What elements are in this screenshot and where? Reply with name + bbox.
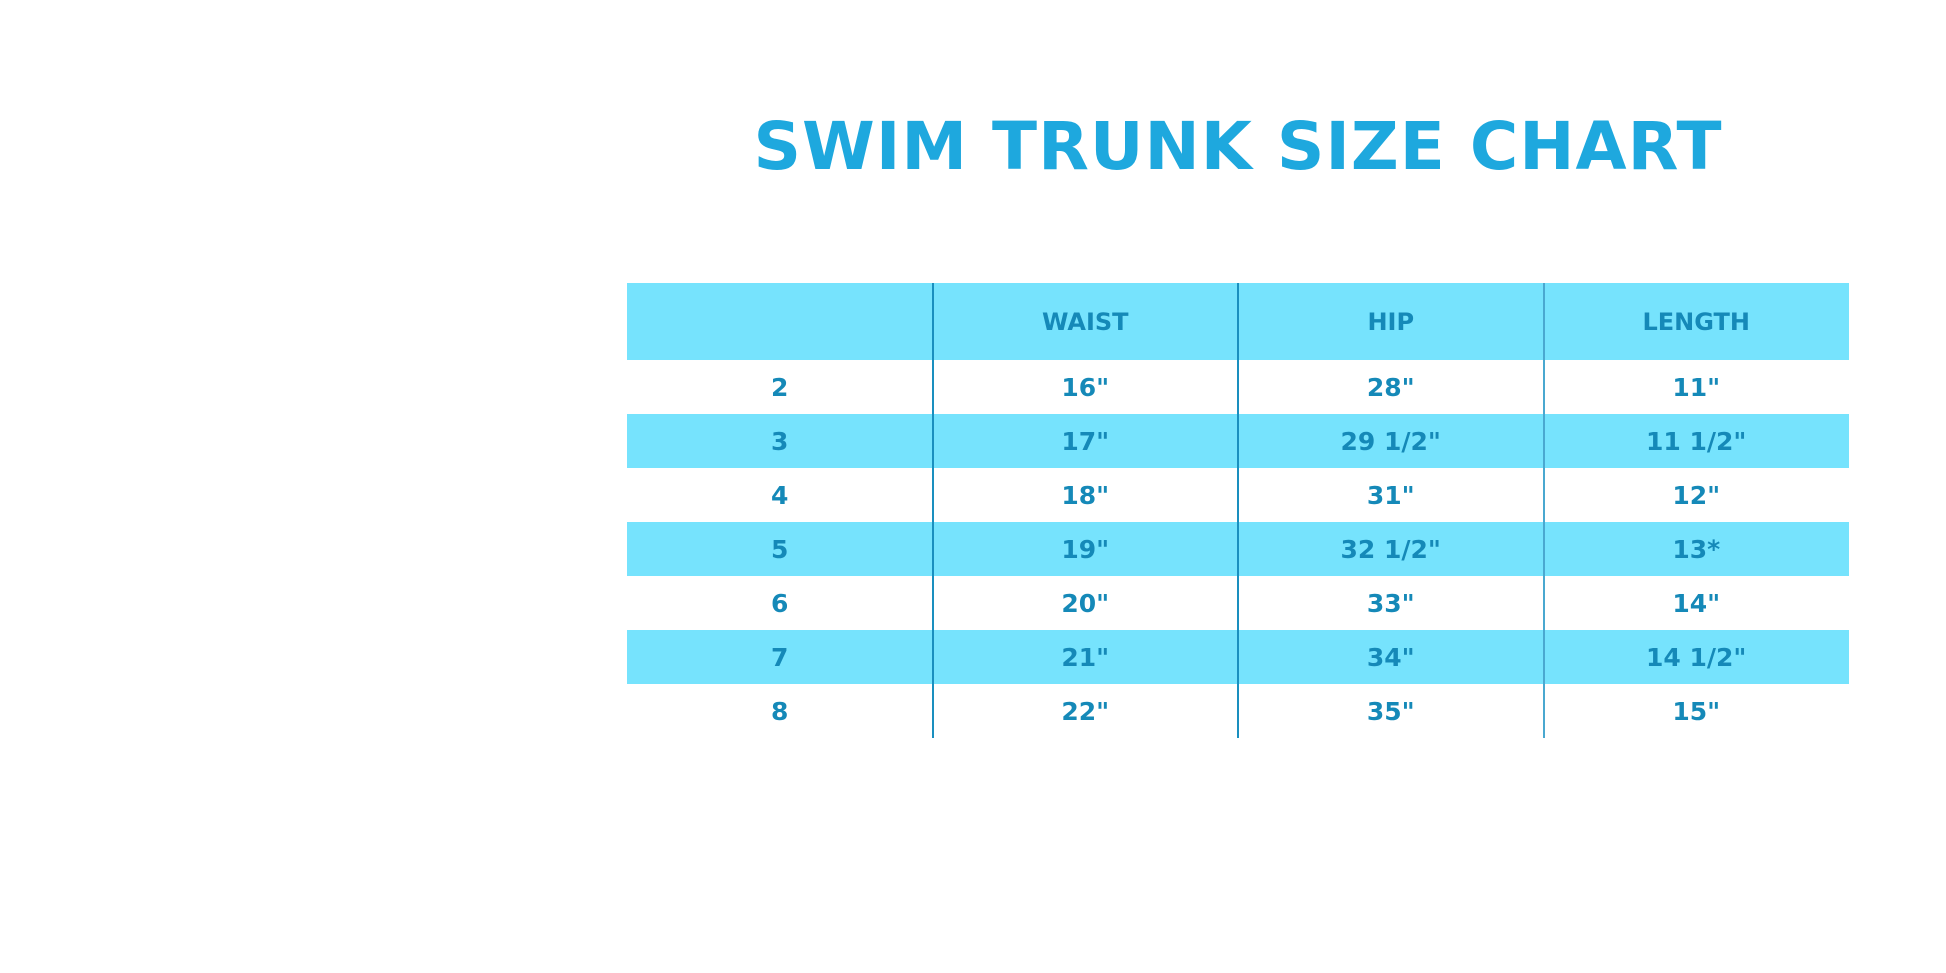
- column-divider: [1237, 283, 1239, 738]
- cell-waist: 20": [1061, 588, 1110, 618]
- column-divider: [1543, 283, 1545, 738]
- cell-waist: 22": [1061, 696, 1110, 726]
- cell-hip: 35": [1366, 696, 1415, 726]
- cell-size: 7: [771, 642, 789, 672]
- header-size: [627, 283, 933, 360]
- cell-length: 11 1/2": [1646, 426, 1747, 456]
- cell-length: 12": [1672, 480, 1721, 510]
- cell-waist: 21": [1061, 642, 1110, 672]
- header-length: LENGTH: [1642, 307, 1750, 336]
- table-row: 2 16" 28" 11": [627, 360, 1849, 414]
- cell-length: 11": [1672, 372, 1721, 402]
- table-row: 8 22" 35" 15": [627, 684, 1849, 738]
- cell-size: 6: [771, 588, 789, 618]
- cell-hip: 31": [1366, 480, 1415, 510]
- header-hip: HIP: [1367, 307, 1415, 336]
- cell-hip: 29 1/2": [1340, 426, 1441, 456]
- cell-hip: 32 1/2": [1340, 534, 1441, 564]
- cell-length: 15": [1672, 696, 1721, 726]
- cell-length: 13*: [1672, 534, 1721, 564]
- cell-waist: 19": [1061, 534, 1110, 564]
- cell-length: 14": [1672, 588, 1721, 618]
- table-row: 4 18" 31" 12": [627, 468, 1849, 522]
- cell-waist: 17": [1061, 426, 1110, 456]
- cell-size: 2: [771, 372, 789, 402]
- cell-waist: 16": [1061, 372, 1110, 402]
- table-row: 6 20" 33" 14": [627, 576, 1849, 630]
- cell-size: 8: [771, 696, 789, 726]
- column-divider: [932, 283, 934, 738]
- header-waist: WAIST: [1041, 307, 1129, 336]
- cell-hip: 33": [1366, 588, 1415, 618]
- size-table: WAIST HIP LENGTH 2 16" 28" 11" 3 17" 29 1/2" 11…: [627, 283, 1849, 738]
- cell-waist: 18": [1061, 480, 1110, 510]
- cell-size: 5: [771, 534, 789, 564]
- cell-size: 3: [771, 426, 789, 456]
- cell-length: 14 1/2": [1646, 642, 1747, 672]
- cell-hip: 34": [1366, 642, 1415, 672]
- cell-size: 4: [771, 480, 789, 510]
- cell-hip: 28": [1366, 372, 1415, 402]
- page-title: SWIM TRUNK SIZE CHART: [753, 108, 1723, 185]
